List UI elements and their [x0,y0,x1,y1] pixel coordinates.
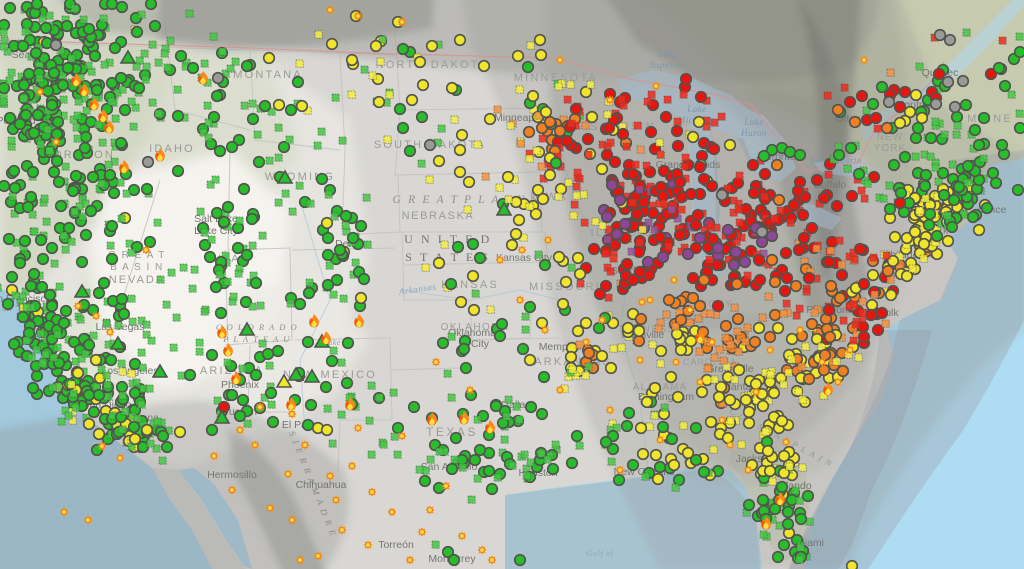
svg-text:Chihuahua: Chihuahua [296,479,347,491]
svg-text:Lake: Lake [657,50,678,60]
svg-text:C O L O R A D O: C O L O R A D O [216,322,298,332]
svg-text:Lake: Lake [686,104,707,114]
svg-text:City: City [471,338,490,350]
svg-text:MONTANA: MONTANA [233,69,303,81]
svg-text:IDAHO: IDAHO [149,143,195,155]
svg-text:NORTH DAKOTA: NORTH DAKOTA [376,59,489,71]
svg-text:CAROLINA: CAROLINA [683,357,737,367]
svg-text:NEW MEXICO: NEW MEXICO [283,369,377,381]
svg-text:Superior: Superior [649,61,686,71]
svg-text:Oklahoma: Oklahoma [448,327,496,339]
svg-text:Torreón: Torreón [378,539,414,551]
svg-text:S T A T E S: S T A T E S [405,250,490,264]
svg-text:NEW: NEW [877,132,903,143]
svg-text:YORK: YORK [874,143,906,154]
svg-text:OKLAHOMA: OKLAHOMA [441,322,510,333]
svg-text:NEBRASKA: NEBRASKA [402,210,475,222]
svg-text:TEXAS: TEXAS [426,425,478,439]
svg-text:Gulf of: Gulf of [586,548,614,558]
svg-text:MINNESOTA: MINNESOTA [514,72,598,84]
svg-text:TENNESSEE: TENNESSEE [618,324,692,335]
svg-text:B A S I N: B A S I N [110,262,164,273]
svg-text:Hermosillo: Hermosillo [207,469,257,481]
svg-text:Lake: Lake [743,117,764,127]
svg-text:NEVADA: NEVADA [109,274,165,286]
svg-text:Huron: Huron [740,128,767,138]
svg-text:G R E A T: G R E A T [108,250,166,261]
svg-text:P L A T E A U: P L A T E A U [222,334,291,344]
